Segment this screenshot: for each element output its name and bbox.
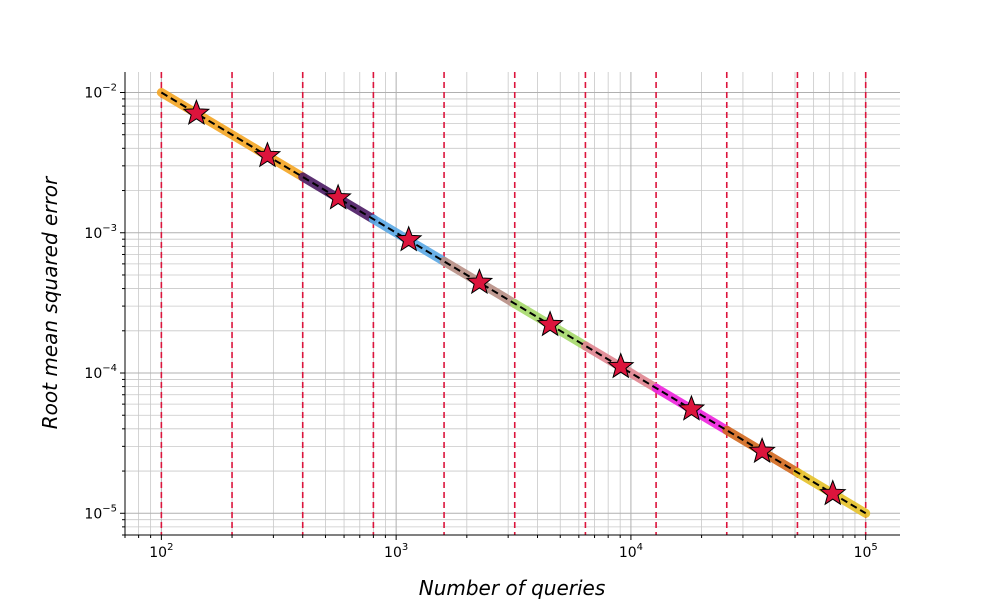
x-tick-label: 105 [854, 542, 878, 561]
x-tick-label: 102 [149, 542, 173, 561]
reference-line [160, 91, 867, 515]
star-marker [607, 352, 635, 379]
y-axis-label: Root mean squared error [38, 175, 62, 429]
major-grid [125, 72, 900, 535]
star-markers [182, 98, 847, 506]
star-marker [394, 225, 423, 252]
star-marker [536, 310, 564, 337]
reference-dashed-line [160, 91, 867, 515]
y-tick-label: 10−2 [84, 82, 117, 101]
star-marker [677, 394, 706, 421]
y-tick-label: 10−3 [84, 223, 117, 242]
x-tick-label: 104 [619, 542, 643, 561]
axes-frame [124, 72, 900, 536]
y-tick-label: 10−4 [84, 363, 117, 382]
star-marker [182, 98, 211, 126]
y-axis-ticks: 10−2 10−3 10−4 10−5 [84, 82, 125, 536]
star-marker [748, 437, 776, 464]
y-tick-label: 10−5 [84, 503, 117, 522]
x-axis-label: Number of queries [419, 576, 606, 600]
x-tick-label: 103 [384, 542, 408, 561]
star-marker [253, 141, 282, 168]
star-marker [465, 268, 494, 295]
x-axis-ticks: 102 103 104 105 [124, 535, 878, 561]
star-marker [819, 479, 847, 506]
star-marker [324, 183, 352, 210]
